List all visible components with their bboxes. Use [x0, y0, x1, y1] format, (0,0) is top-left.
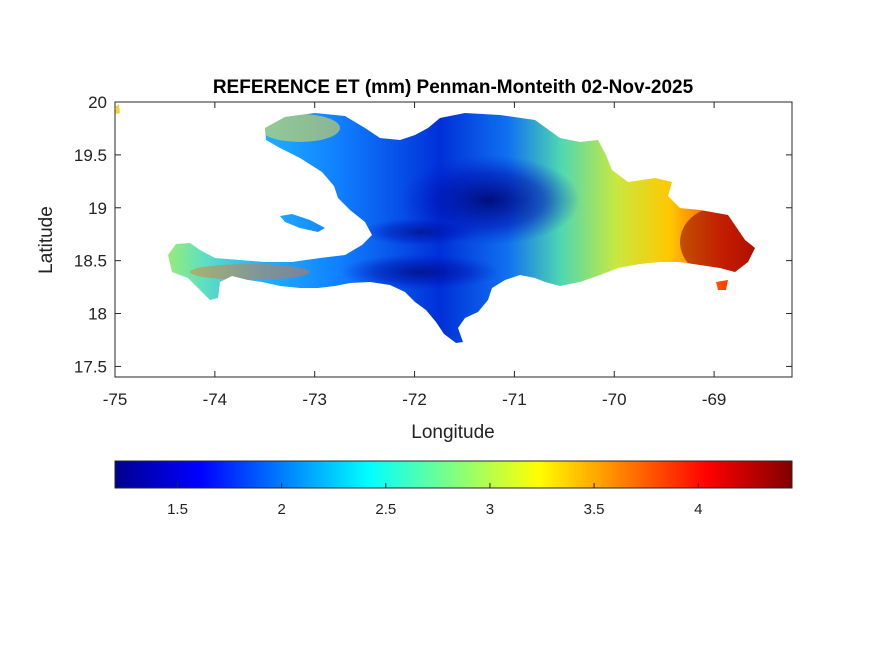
- y-tick-label: 18.5: [74, 252, 107, 271]
- x-axis-label: Longitude: [411, 422, 494, 443]
- x-tick-label: -69: [702, 390, 727, 409]
- heatmap-ridge-mid: [360, 218, 480, 246]
- colorbar-tick-label: 3.5: [584, 501, 605, 518]
- x-tick-label: -72: [402, 390, 427, 409]
- colorbar-tick-label: 3: [486, 501, 494, 518]
- heatmap-coast-south: [190, 264, 310, 280]
- y-tick-label: 20: [88, 93, 107, 112]
- colorbar-tick-label: 2: [277, 501, 285, 518]
- y-tick-label: 18: [88, 305, 107, 324]
- x-tick-label: -71: [502, 390, 527, 409]
- colorbar-tick-label: 1.5: [167, 501, 188, 518]
- colorbar-tick-label: 2.5: [375, 501, 396, 518]
- x-tick-label: -74: [203, 390, 228, 409]
- heatmap-ridge-low: [340, 254, 500, 290]
- x-tick-label: -75: [103, 390, 128, 409]
- y-tick-label: 19.5: [74, 146, 107, 165]
- colorbar: [114, 460, 793, 489]
- y-tick-label: 19: [88, 199, 107, 218]
- heatmap-coast-north: [260, 114, 340, 142]
- chart-title: REFERENCE ET (mm) Penman-Monteith 02-Nov…: [213, 77, 694, 98]
- y-axis-ticks: 17.5 18 18.5 19 19.5 20: [74, 93, 792, 376]
- x-tick-label: -73: [302, 390, 327, 409]
- y-axis-label: Latitude: [36, 206, 57, 274]
- colorbar-tick-label: 4: [694, 501, 702, 518]
- y-tick-label: 17.5: [74, 357, 107, 376]
- x-tick-label: -70: [602, 390, 627, 409]
- x-axis-ticks: -75 -74 -73 -72 -71 -70 -69: [103, 102, 727, 409]
- colorbar-ticks: 1.5 2 2.5 3 3.5 4: [167, 483, 702, 518]
